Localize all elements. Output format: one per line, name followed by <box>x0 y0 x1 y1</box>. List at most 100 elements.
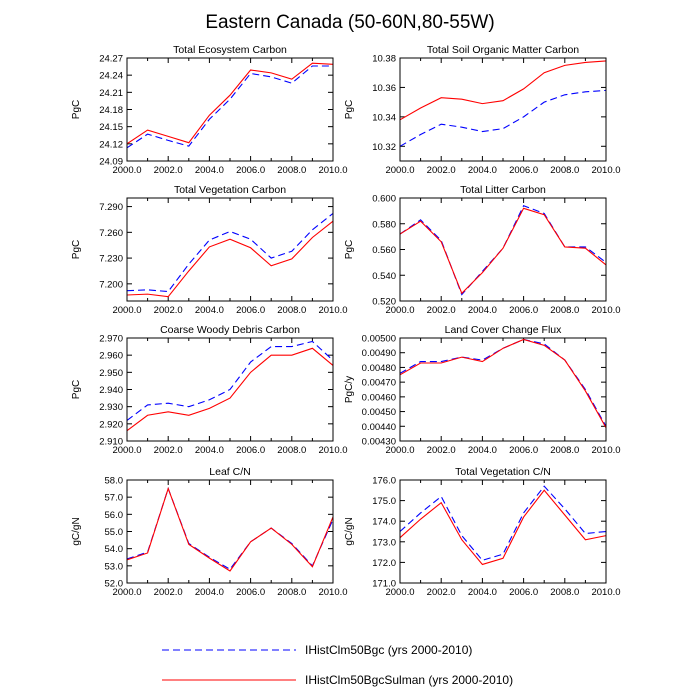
x-tick-label: 2010.0 <box>591 305 620 316</box>
y-tick-label: 0.00470 <box>362 378 396 389</box>
x-tick-label: 2006.0 <box>509 165 538 176</box>
x-tick-label: 2010.0 <box>318 165 347 176</box>
series-line-1 <box>126 213 334 293</box>
x-tick-label: 2004.0 <box>468 587 497 598</box>
x-tick-label: 2010.0 <box>591 445 620 456</box>
plot-frame <box>126 479 334 584</box>
panel-title: Total Vegetation Carbon <box>174 184 286 196</box>
y-tick-label: 56.0 <box>105 510 124 521</box>
panel-title: Total Soil Organic Matter Carbon <box>427 44 579 56</box>
y-tick-label: 2.910 <box>99 437 123 448</box>
x-tick-label: 2002.0 <box>154 445 183 456</box>
x-tick-label: 2004.0 <box>195 305 224 316</box>
x-tick-label: 2000.0 <box>112 305 141 316</box>
y-tick-label: 24.15 <box>99 122 123 133</box>
y-tick-label: 172.0 <box>372 558 396 569</box>
y-axis-label: PgC/y <box>344 376 355 403</box>
y-tick-label: 53.0 <box>105 561 124 572</box>
y-axis-label: PgC <box>71 240 82 259</box>
x-tick-label: 2002.0 <box>154 305 183 316</box>
y-tick-label: 7.260 <box>99 228 123 239</box>
x-tick-label: 2008.0 <box>550 445 579 456</box>
x-tick-label: 2008.0 <box>550 587 579 598</box>
y-axis-label: PgC <box>71 380 82 399</box>
y-tick-label: 0.00480 <box>362 363 396 374</box>
y-tick-label: 171.0 <box>372 579 396 590</box>
legend-label-series-2: IHistClm50BgcSulman (yrs 2000-2010) <box>305 673 513 687</box>
plot-frame <box>126 337 334 442</box>
series-line-2 <box>399 60 607 121</box>
x-tick-label: 2008.0 <box>277 587 306 598</box>
legend: IHistClm50Bgc (yrs 2000-2010) IHistClm50… <box>162 643 513 687</box>
series-line-1 <box>126 486 334 570</box>
y-tick-label: 0.00430 <box>362 437 396 448</box>
y-axis-label: PgC <box>344 100 355 119</box>
y-axis-label: gC/gN <box>71 517 82 545</box>
plot-frame <box>399 479 607 584</box>
y-tick-label: 52.0 <box>105 579 124 590</box>
y-tick-label: 0.00500 <box>362 334 396 345</box>
y-tick-label: 175.0 <box>372 496 396 507</box>
plot-frame <box>399 197 607 302</box>
x-tick-label: 2004.0 <box>195 587 224 598</box>
plot-frame <box>399 57 607 162</box>
y-tick-label: 10.34 <box>372 112 396 123</box>
y-tick-label: 0.600 <box>372 194 396 205</box>
y-tick-label: 54.0 <box>105 544 124 555</box>
x-tick-label: 2000.0 <box>385 305 414 316</box>
y-tick-label: 7.230 <box>99 254 123 265</box>
x-tick-label: 2010.0 <box>591 165 620 176</box>
x-tick-label: 2004.0 <box>468 165 497 176</box>
y-tick-label: 24.12 <box>99 139 123 150</box>
chart-panel-3: Total Vegetation Carbon PgC 7.200 7.230 7.26… <box>71 184 348 316</box>
y-tick-label: 2.960 <box>99 351 123 362</box>
x-tick-label: 2002.0 <box>154 165 183 176</box>
y-tick-label: 2.950 <box>99 368 123 379</box>
panel-title: Total Ecosystem Carbon <box>173 44 287 56</box>
x-tick-label: 2006.0 <box>509 305 538 316</box>
y-tick-label: 7.200 <box>99 279 123 290</box>
x-tick-label: 2006.0 <box>236 165 265 176</box>
y-axis-label: PgC <box>344 240 355 259</box>
series-line-2 <box>399 489 607 566</box>
x-tick-label: 2010.0 <box>318 305 347 316</box>
chart-panel-2: Total Soil Organic Matter Carbon PgC 10.32… <box>344 44 621 176</box>
chart-panel-4: Total Litter Carbon PgC 0.520 0.540 0.560 0.5… <box>344 184 621 316</box>
y-tick-label: 2.970 <box>99 334 123 345</box>
y-tick-label: 24.27 <box>99 54 123 65</box>
x-tick-label: 2002.0 <box>154 587 183 598</box>
series-line-2 <box>126 62 334 145</box>
x-tick-label: 2002.0 <box>427 587 456 598</box>
y-tick-label: 0.520 <box>372 297 396 308</box>
legend-label-series-1: IHistClm50Bgc (yrs 2000-2010) <box>305 643 472 657</box>
series-line-2 <box>399 207 607 295</box>
series-line-1 <box>126 340 334 421</box>
x-tick-label: 2000.0 <box>112 165 141 176</box>
x-tick-label: 2006.0 <box>236 305 265 316</box>
y-tick-label: 0.00460 <box>362 392 396 403</box>
x-tick-label: 2002.0 <box>427 445 456 456</box>
x-tick-label: 2008.0 <box>550 305 579 316</box>
plot-frame <box>399 337 607 442</box>
x-tick-label: 2010.0 <box>318 445 347 456</box>
series-line-2 <box>399 338 607 429</box>
y-tick-label: 0.00490 <box>362 348 396 359</box>
y-axis-label: PgC <box>71 100 82 119</box>
y-tick-label: 2.930 <box>99 402 123 413</box>
y-tick-label: 0.00440 <box>362 422 396 433</box>
x-tick-label: 2008.0 <box>277 305 306 316</box>
panel-title: Coarse Woody Debris Carbon <box>160 324 300 336</box>
x-tick-label: 2004.0 <box>195 445 224 456</box>
chart-panel-8: Total Vegetation C/N gC/gN 171.0 172.0 173.0… <box>344 466 621 598</box>
series-line-1 <box>399 89 607 147</box>
y-tick-label: 24.24 <box>99 71 123 82</box>
panel-title: Total Vegetation C/N <box>455 466 551 478</box>
chart-panel-6: Land Cover Change Flux PgC/y 0.00430 0.0044… <box>344 324 621 456</box>
series-line-2 <box>126 486 334 572</box>
x-tick-label: 2004.0 <box>195 165 224 176</box>
x-tick-label: 2000.0 <box>385 165 414 176</box>
x-tick-label: 2008.0 <box>277 165 306 176</box>
x-tick-label: 2000.0 <box>112 445 141 456</box>
y-tick-label: 58.0 <box>105 476 124 487</box>
